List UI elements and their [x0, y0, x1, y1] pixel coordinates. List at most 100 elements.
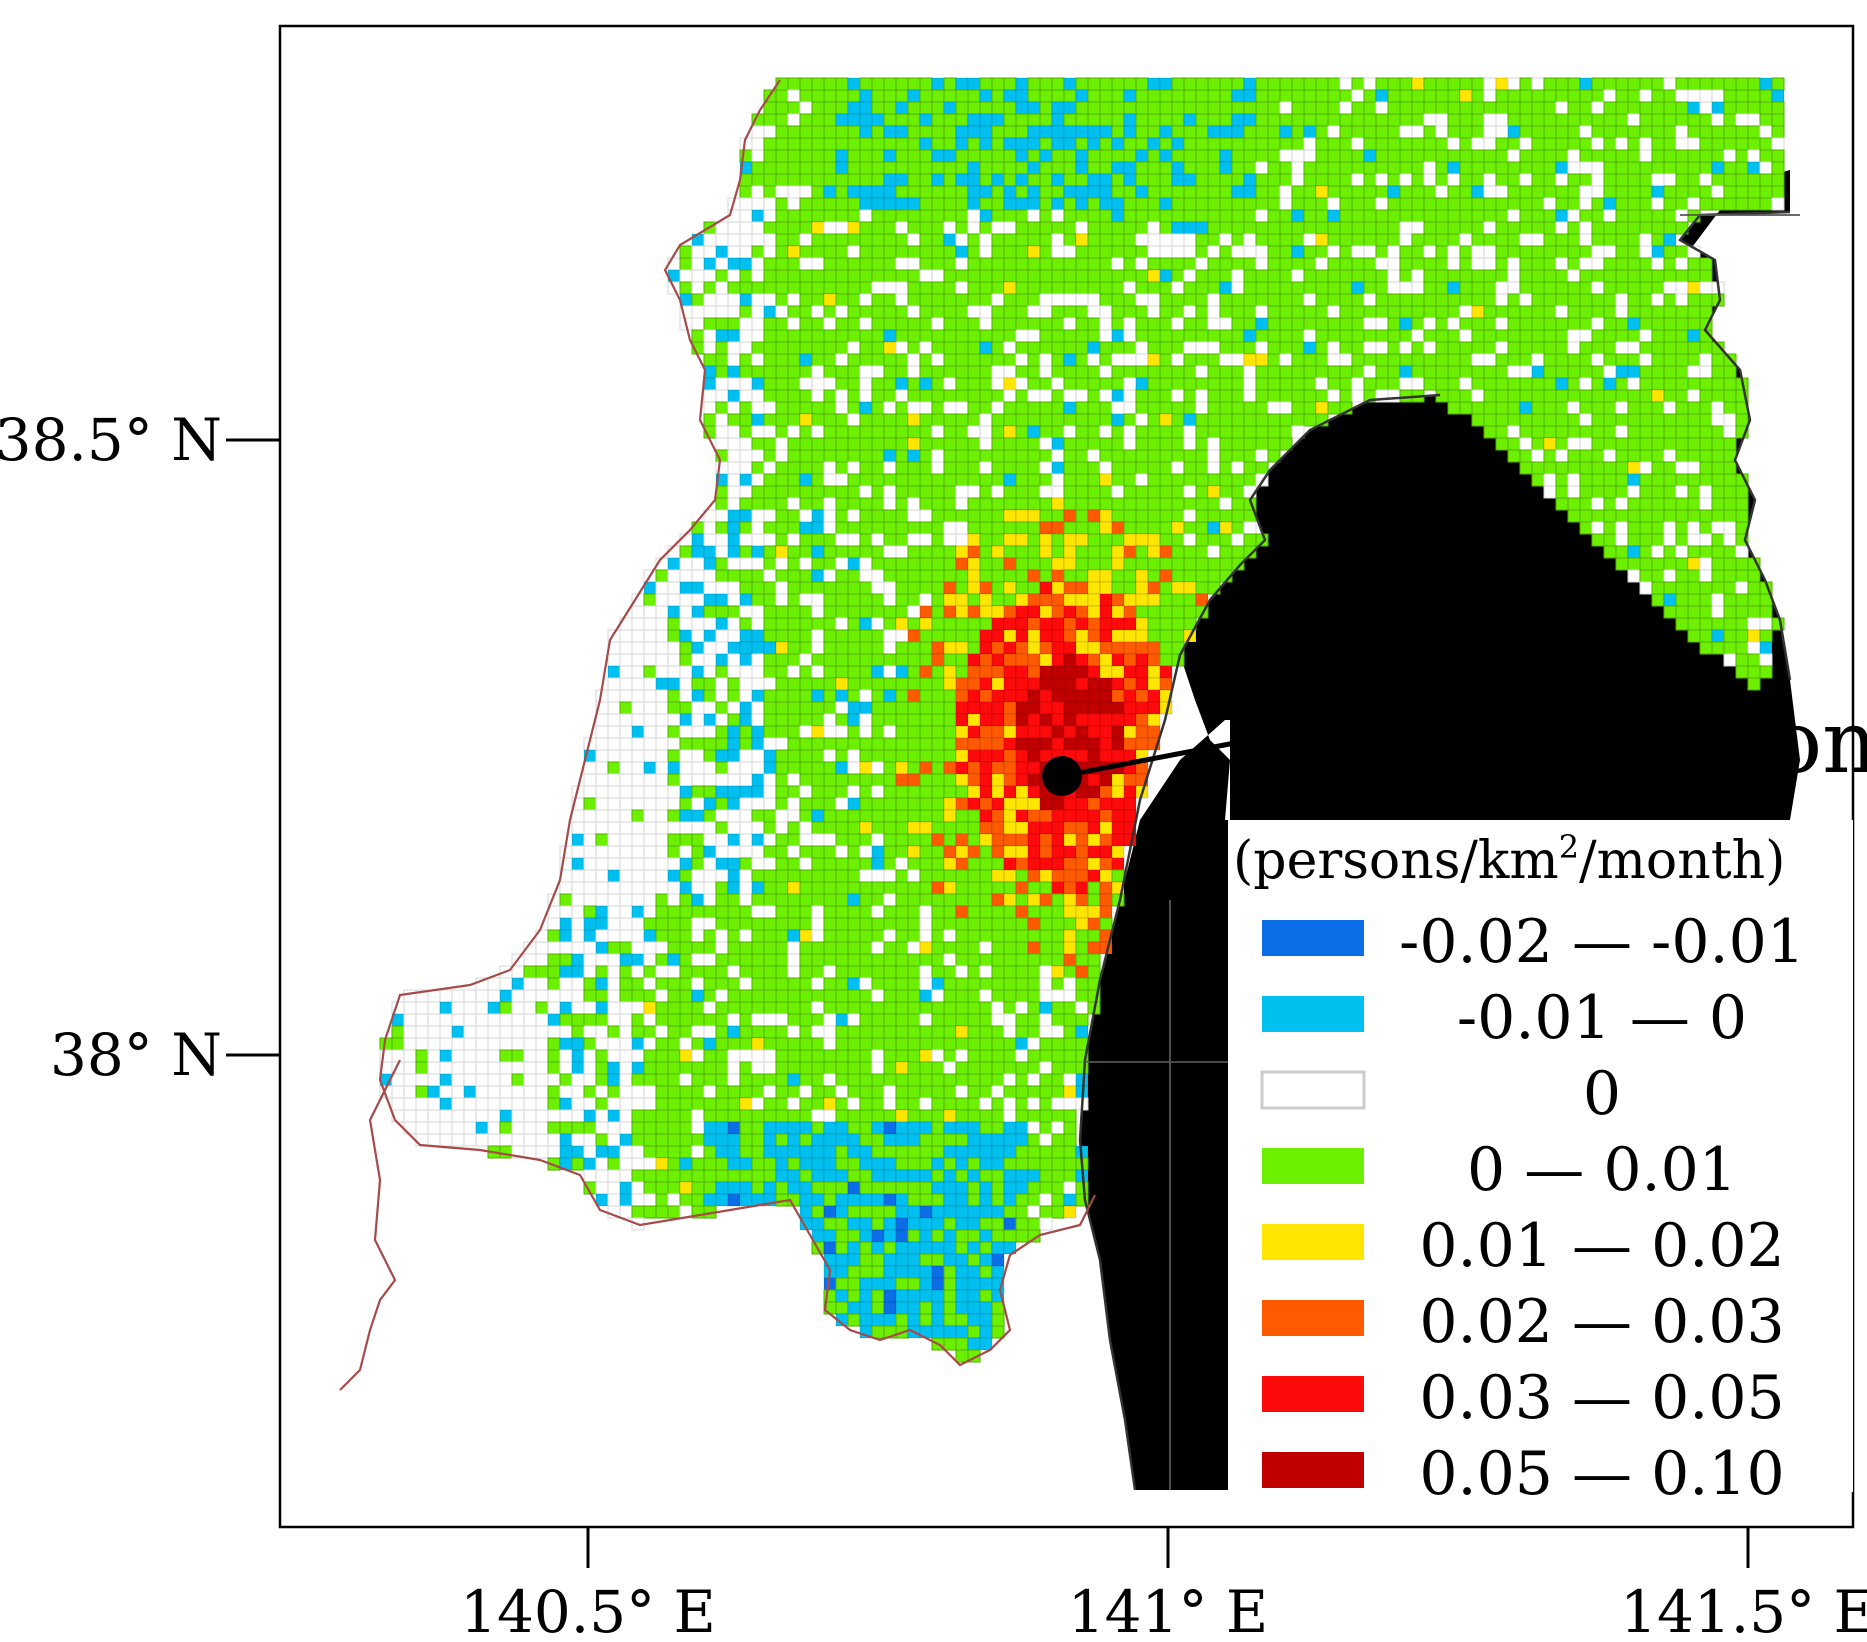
grid-cell: [859, 629, 873, 643]
grid-cell: [1123, 413, 1137, 427]
grid-cell: [847, 257, 861, 271]
grid-cell: [931, 773, 945, 787]
grid-cell: [1171, 605, 1185, 619]
grid-cell: [1615, 317, 1629, 331]
grid-cell: [1015, 797, 1029, 811]
grid-cell: [871, 161, 885, 175]
grid-cell: [859, 401, 873, 415]
grid-cell: [727, 257, 741, 271]
grid-cell: [847, 425, 861, 439]
grid-cell: [1591, 437, 1605, 451]
grid-cell: [883, 497, 897, 511]
grid-cell: [667, 905, 681, 919]
grid-cell: [1771, 113, 1785, 127]
grid-cell: [1543, 77, 1557, 91]
grid-cell: [1435, 377, 1449, 391]
grid-cell: [907, 449, 921, 463]
grid-cell: [583, 773, 597, 787]
grid-cell: [727, 521, 741, 535]
grid-cell: [679, 593, 693, 607]
grid-cell: [1591, 233, 1605, 247]
grid-cell: [1303, 125, 1317, 139]
grid-cell: [1663, 77, 1677, 91]
grid-cell: [907, 461, 921, 475]
grid-cell: [691, 941, 705, 955]
grid-cell: [1399, 173, 1413, 187]
grid-cell: [1459, 269, 1473, 283]
grid-cell: [1531, 425, 1545, 439]
grid-cell: [1351, 149, 1365, 163]
grid-cell: [1147, 725, 1161, 739]
grid-cell: [823, 869, 837, 883]
grid-cell: [703, 317, 717, 331]
grid-cell: [607, 713, 621, 727]
grid-cell: [931, 605, 945, 619]
grid-cell: [1159, 641, 1173, 655]
grid-cell: [1075, 905, 1089, 919]
grid-cell: [847, 725, 861, 739]
grid-cell: [1291, 413, 1305, 427]
grid-cell: [1015, 497, 1029, 511]
grid-cell: [1759, 149, 1773, 163]
grid-cell: [967, 917, 981, 931]
grid-cell: [1147, 665, 1161, 679]
grid-cell: [1099, 317, 1113, 331]
grid-cell: [1003, 629, 1017, 643]
grid-cell: [595, 773, 609, 787]
grid-cell: [1375, 293, 1389, 307]
grid-cell: [1111, 845, 1125, 859]
grid-cell: [967, 125, 981, 139]
grid-cell: [1255, 425, 1269, 439]
grid-cell: [907, 797, 921, 811]
grid-cell: [1003, 749, 1017, 763]
grid-cell: [775, 701, 789, 715]
grid-cell: [1555, 377, 1569, 391]
grid-cell: [1363, 305, 1377, 319]
grid-cell: [883, 641, 897, 655]
grid-cell: [1075, 605, 1089, 619]
grid-cell: [1111, 137, 1125, 151]
grid-cell: [1615, 113, 1629, 127]
grid-cell: [787, 413, 801, 427]
grid-cell: [1099, 473, 1113, 487]
grid-cell: [1615, 305, 1629, 319]
grid-cell: [1111, 149, 1125, 163]
grid-cell: [1507, 401, 1521, 415]
grid-cell: [1063, 413, 1077, 427]
grid-cell: [1687, 569, 1701, 583]
grid-cell: [1555, 161, 1569, 175]
grid-cell: [799, 305, 813, 319]
grid-cell: [1027, 857, 1041, 871]
grid-cell: [751, 173, 765, 187]
grid-cell: [1039, 101, 1053, 115]
grid-cell: [991, 785, 1005, 799]
grid-cell: [607, 665, 621, 679]
grid-cell: [715, 677, 729, 691]
grid-cell: [1423, 245, 1437, 259]
grid-cell: [1423, 269, 1437, 283]
grid-cell: [919, 233, 933, 247]
grid-cell: [799, 701, 813, 715]
grid-cell: [979, 773, 993, 787]
grid-cell: [787, 485, 801, 499]
grid-cell: [1771, 197, 1785, 211]
grid-cell: [1531, 401, 1545, 415]
grid-cell: [955, 473, 969, 487]
grid-cell: [967, 257, 981, 271]
grid-cell: [895, 341, 909, 355]
grid-cell: [739, 605, 753, 619]
grid-cell: [919, 329, 933, 343]
grid-cell: [991, 953, 1005, 967]
grid-cell: [1111, 413, 1125, 427]
grid-cell: [1303, 161, 1317, 175]
grid-cell: [1003, 641, 1017, 655]
grid-cell: [823, 197, 837, 211]
grid-cell: [1375, 377, 1389, 391]
grid-cell: [1027, 473, 1041, 487]
grid-cell: [1087, 173, 1101, 187]
grid-cell: [1207, 509, 1221, 523]
grid-cell: [763, 581, 777, 595]
grid-cell: [1567, 401, 1581, 415]
grid-cell: [931, 425, 945, 439]
grid-cell: [1435, 365, 1449, 379]
